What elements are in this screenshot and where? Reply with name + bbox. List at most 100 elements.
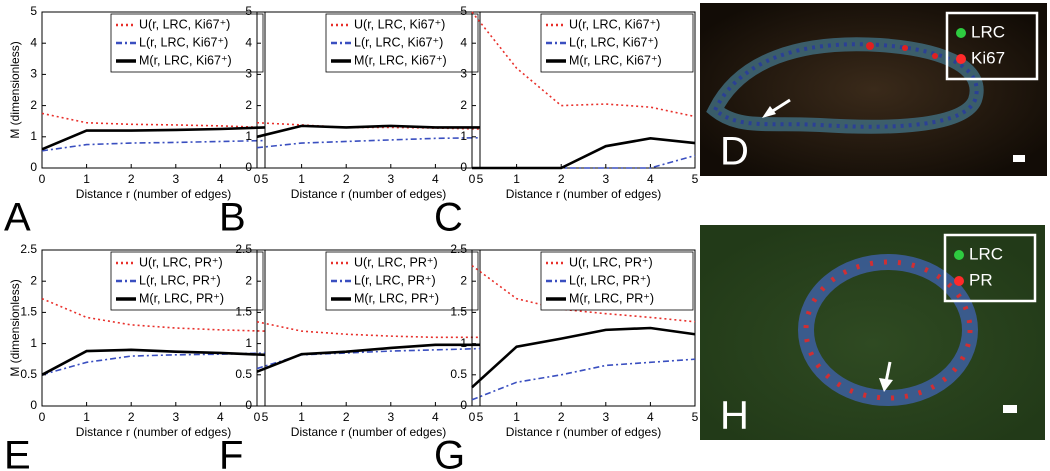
y-tick-label: 2.5	[450, 242, 467, 256]
legend-label: M(r, LRC, Ki67⁺)	[569, 53, 662, 67]
legend-dot	[954, 250, 964, 260]
legend-box	[110, 13, 264, 73]
y-tick-label: 2	[245, 98, 252, 112]
series-line	[256, 124, 480, 139]
series-line	[256, 136, 481, 149]
x-tick-label: 0	[39, 172, 46, 186]
legend-box	[325, 13, 479, 73]
image-h	[700, 225, 1045, 440]
y-tick-label: 2	[30, 273, 37, 287]
legend-label: U(r, LRC, PR⁺)	[354, 255, 438, 269]
x-axis-label: Distance r (number of edges)	[76, 187, 231, 201]
x-tick-label: 0	[469, 172, 476, 186]
image-legend-label: Ki67	[971, 48, 1005, 67]
legend-label: M(r, LRC, PR⁺)	[569, 291, 654, 305]
x-tick-label: 5	[692, 172, 699, 186]
x-tick-label: 4	[217, 410, 224, 424]
legend-label: U(r, LRC, PR⁺)	[139, 255, 223, 269]
y-tick-label: 1	[245, 336, 252, 350]
y-tick-label: 2	[460, 273, 467, 287]
panel-label: H	[720, 394, 749, 438]
series-line	[256, 343, 480, 373]
image-legend-label: PR	[969, 270, 993, 289]
plot-area	[256, 11, 481, 169]
y-tick-label: 4	[460, 35, 467, 49]
plot-area	[41, 249, 266, 407]
legend-label: M(r, LRC, Ki67⁺)	[139, 53, 232, 67]
legend-label: M(r, LRC, Ki67⁺)	[354, 53, 447, 67]
y-tick-label: 2.5	[235, 242, 252, 256]
x-tick-label: 2	[343, 410, 350, 424]
panel-label: E	[4, 434, 31, 471]
series-line	[41, 348, 266, 376]
y-tick-label: 3	[245, 67, 252, 81]
series-line	[41, 112, 266, 129]
x-tick-label: 1	[513, 410, 520, 424]
x-tick-label: 4	[647, 172, 654, 186]
y-tick-label: 0	[460, 398, 467, 412]
x-tick-label: 0	[39, 410, 46, 424]
y-tick-label: 0	[30, 398, 37, 412]
y-tick-label: 2	[30, 98, 37, 112]
y-axis-label: M (dimensionless)	[8, 279, 22, 376]
panel-label: B	[219, 196, 246, 240]
x-axis-label: Distance r (number of edges)	[291, 187, 446, 201]
x-tick-label: 3	[387, 410, 394, 424]
x-tick-label: 2	[128, 172, 135, 186]
legend-label: U(r, LRC, Ki67⁺)	[354, 17, 445, 31]
series-line	[41, 352, 266, 376]
legend-box	[110, 251, 264, 311]
y-tick-label: 2	[245, 273, 252, 287]
x-tick-label: 5	[692, 410, 699, 424]
panel-label: D	[720, 130, 749, 174]
x-tick-label: 1	[83, 172, 90, 186]
y-tick-label: 4	[30, 35, 37, 49]
x-tick-label: 5	[262, 172, 269, 186]
y-tick-label: 3	[30, 67, 37, 81]
y-tick-label: 1.5	[450, 305, 467, 319]
legend-label: L(r, LRC, PR⁺)	[139, 273, 221, 287]
legend-label: U(r, LRC, Ki67⁺)	[139, 17, 230, 31]
y-tick-label: 0	[245, 160, 252, 174]
y-tick-label: 0.5	[235, 367, 252, 381]
x-tick-label: 0	[254, 172, 261, 186]
image-legend-box	[945, 11, 1039, 81]
x-tick-label: 2	[558, 172, 565, 186]
y-tick-label: 3	[460, 67, 467, 81]
x-tick-label: 0	[469, 410, 476, 424]
legend-label: L(r, LRC, Ki67⁺)	[569, 35, 658, 49]
y-tick-label: 2.5	[20, 242, 37, 256]
y-tick-label: 1	[30, 129, 37, 143]
legend-label: U(r, LRC, Ki67⁺)	[569, 17, 660, 31]
plot-area	[41, 11, 266, 169]
series-line	[471, 264, 696, 323]
y-tick-label: 0	[245, 398, 252, 412]
series-line	[472, 137, 696, 170]
plot-area	[256, 249, 481, 407]
x-tick-label: 1	[513, 172, 520, 186]
legend-label: L(r, LRC, Ki67⁺)	[139, 35, 228, 49]
x-axis-label: Distance r (number of edges)	[506, 425, 661, 439]
x-axis-label: Distance r (number of edges)	[506, 187, 661, 201]
x-tick-label: 1	[298, 410, 305, 424]
x-tick-label: 2	[558, 410, 565, 424]
legend-box	[540, 13, 694, 73]
x-tick-label: 4	[647, 410, 654, 424]
x-tick-label: 4	[432, 410, 439, 424]
legend-label: L(r, LRC, Ki67⁺)	[354, 35, 443, 49]
legend-dot	[956, 54, 966, 64]
legend-dot	[956, 28, 966, 38]
y-tick-label: 1	[460, 336, 467, 350]
y-tick-label: 0.5	[20, 367, 37, 381]
x-tick-label: 4	[217, 172, 224, 186]
x-tick-label: 3	[172, 172, 179, 186]
x-tick-label: 3	[602, 410, 609, 424]
image-legend-label: LRC	[969, 244, 1003, 263]
panel-label: G	[434, 434, 465, 471]
panel-label: C	[434, 196, 463, 240]
x-tick-label: 3	[172, 410, 179, 424]
series-line	[471, 326, 696, 389]
legend-box	[540, 251, 694, 311]
y-tick-label: 1.5	[20, 305, 37, 319]
